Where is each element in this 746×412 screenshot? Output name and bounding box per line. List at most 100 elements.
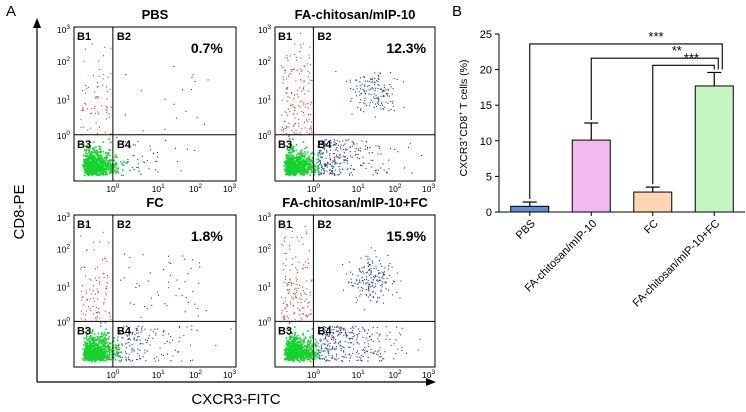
flow-dot <box>115 164 118 166</box>
flow-dot <box>290 162 292 164</box>
flow-dot <box>290 347 292 350</box>
flow-dot <box>104 346 107 348</box>
flow-dot <box>350 271 352 273</box>
flow-dot <box>305 349 308 351</box>
flow-dot <box>135 286 137 288</box>
flow-dot <box>99 353 102 356</box>
flow-dot <box>291 159 294 162</box>
flow-dot <box>102 354 105 356</box>
flow-dot <box>286 55 288 57</box>
flow-dot <box>155 160 157 162</box>
flow-dot <box>362 326 364 328</box>
flow-dot <box>146 308 148 310</box>
flow-dot <box>91 155 93 157</box>
flow-dot <box>301 343 303 346</box>
flow-dot <box>114 359 117 361</box>
flow-dot <box>308 164 310 167</box>
flow-dot <box>93 357 96 360</box>
flow-dot <box>380 88 382 90</box>
flow-dot <box>289 359 291 361</box>
quadrant-label: B4 <box>117 325 132 337</box>
flow-dot <box>305 345 307 348</box>
flow-dot <box>304 353 306 356</box>
flow-dot <box>387 93 389 95</box>
flow-dot <box>288 159 290 162</box>
flow-dot <box>356 336 358 338</box>
flow-dot <box>351 174 353 176</box>
flow-dot <box>290 157 292 159</box>
flow-dot <box>335 148 337 150</box>
flow-dot <box>107 345 109 348</box>
flow-dot <box>87 348 90 351</box>
flow-dot <box>306 346 309 349</box>
flow-dot <box>380 95 382 97</box>
flow-dot <box>294 117 296 119</box>
flow-dot <box>286 164 288 167</box>
flow-dot <box>286 304 288 306</box>
flow-dot <box>284 128 286 130</box>
flow-dot <box>155 332 157 334</box>
flow-dot <box>293 297 295 299</box>
flow-dot <box>372 296 374 298</box>
flow-dot <box>379 272 381 274</box>
flow-dot <box>309 113 311 115</box>
flow-dot <box>310 360 312 363</box>
flow-dot <box>295 80 297 82</box>
flow-dot <box>368 152 370 154</box>
flow-dot <box>92 169 94 171</box>
flow-dot <box>102 345 104 347</box>
quadrant-label: B3 <box>278 325 292 337</box>
flow-dot <box>88 149 91 152</box>
flow-dot <box>294 133 296 135</box>
flow-dot <box>88 358 91 360</box>
flow-dot <box>96 316 98 318</box>
flow-dot <box>86 173 88 175</box>
flow-dot <box>300 157 303 160</box>
flow-dot <box>81 290 83 292</box>
flow-dot <box>99 346 101 349</box>
flow-dot <box>122 169 124 171</box>
flow-dot <box>370 274 372 276</box>
flow-dot <box>117 351 119 354</box>
flow-dot <box>336 146 338 148</box>
flow-dot <box>323 168 325 170</box>
flow-dot <box>295 144 298 146</box>
flow-dot <box>89 342 91 345</box>
flow-dot <box>339 345 341 347</box>
flow-dot <box>339 146 341 148</box>
flow-dot <box>317 170 319 172</box>
flow-dot <box>340 144 342 146</box>
flow-dot <box>87 174 90 176</box>
flow-dot <box>307 306 309 308</box>
flow-dot <box>331 329 333 331</box>
flow-dot <box>285 347 287 350</box>
flow-dot <box>92 339 94 341</box>
flow-dot <box>97 111 99 113</box>
flow-dot <box>118 348 121 350</box>
flow-dot <box>345 335 347 337</box>
flow-dot <box>350 342 352 344</box>
flow-dot <box>100 346 103 349</box>
flow-dot <box>91 108 93 110</box>
flow-dot <box>331 337 333 339</box>
flow-dot <box>319 174 321 176</box>
flow-dot <box>343 350 345 352</box>
flow-dot <box>286 147 289 149</box>
flow-dot <box>286 353 289 355</box>
flow-dot <box>90 345 92 348</box>
flow-dot <box>311 349 314 352</box>
flow-dot <box>96 343 99 346</box>
flow-dot <box>293 336 295 338</box>
flow-dot <box>108 348 111 350</box>
flow-dot <box>139 343 141 345</box>
flow-dot <box>105 287 107 289</box>
flow-dot <box>89 162 92 165</box>
flow-dot <box>82 161 85 163</box>
flow-dot <box>288 168 290 171</box>
flow-dot <box>179 325 181 327</box>
flow-dot <box>118 360 121 362</box>
flow-dot <box>93 249 95 251</box>
flow-dot <box>91 342 93 345</box>
flow-dot <box>302 87 304 89</box>
flow-dot <box>322 357 325 360</box>
